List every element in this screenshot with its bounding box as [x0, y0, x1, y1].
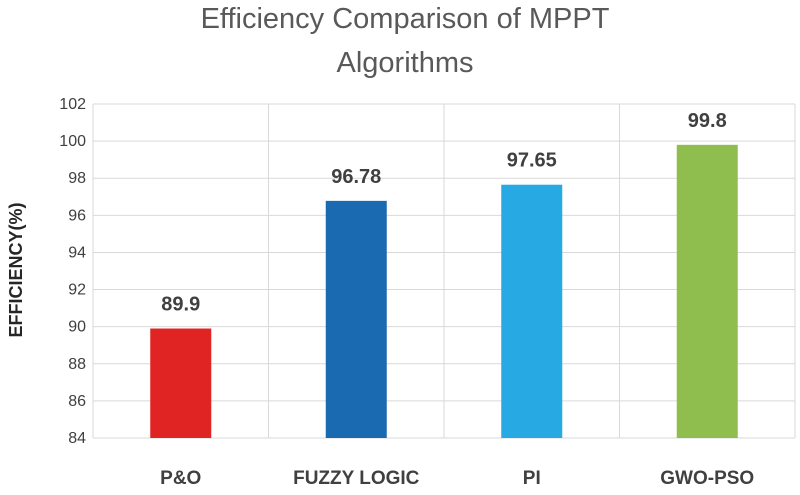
bar-3	[676, 144, 738, 439]
x-tick-label-0: P&O	[160, 468, 201, 489]
data-label-1: 96.78	[331, 166, 381, 188]
x-tick-label-2: PI	[523, 468, 541, 489]
x-tick-label-3: GWO-PSO	[660, 468, 754, 489]
y-tick-label: 88	[68, 356, 86, 373]
y-tick-label: 98	[68, 170, 86, 187]
y-tick-label: 86	[68, 393, 86, 410]
y-tick-label: 84	[68, 430, 86, 447]
data-label-0: 89.9	[161, 294, 200, 316]
y-tick-label: 94	[68, 244, 86, 261]
x-tick-label-1: FUZZY LOGIC	[293, 468, 420, 489]
bar-0	[150, 328, 212, 438]
y-tick-label: 96	[68, 207, 86, 224]
chart-title-line-1: Efficiency Comparison of MPPT	[201, 3, 610, 35]
y-tick-label: 90	[68, 319, 86, 336]
data-label-2: 97.65	[507, 150, 557, 172]
chart-title-line-2: Algorithms	[337, 47, 474, 79]
y-tick-label: 92	[68, 282, 86, 299]
data-label-3: 99.8	[688, 110, 727, 132]
y-tick-label: 102	[59, 96, 86, 113]
bar-2	[501, 184, 563, 438]
y-axis-title: EFFICIENCY(%)	[6, 202, 26, 337]
y-tick-label: 100	[59, 133, 86, 150]
bar-1	[325, 200, 387, 438]
